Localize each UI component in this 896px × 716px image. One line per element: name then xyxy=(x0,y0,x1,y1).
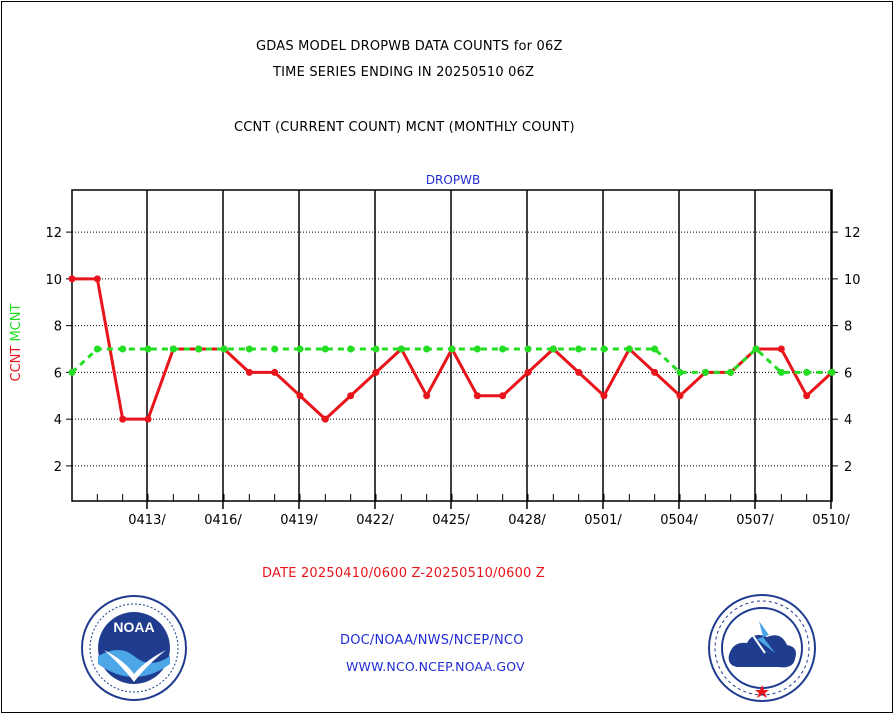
chart-title-line1: GDAS MODEL DROPWB DATA COUNTS for 06Z xyxy=(256,39,563,54)
series-point-mcnt xyxy=(195,345,203,353)
series-point-mcnt xyxy=(625,345,633,353)
series-point-mcnt xyxy=(676,368,684,376)
series-point-ccnt xyxy=(524,368,532,376)
y-tick-label-left: 10 xyxy=(45,273,62,288)
series-point-mcnt xyxy=(803,368,811,376)
x-tick-label: 0425/ xyxy=(432,513,470,528)
series-point-mcnt xyxy=(423,345,431,353)
chart-title-line2: TIME SERIES ENDING IN 20250510 06Z xyxy=(273,65,535,80)
series-point-mcnt xyxy=(448,345,456,353)
series-line-mcnt xyxy=(70,347,832,374)
y-tick-label-right: 8 xyxy=(844,320,852,335)
series-point-ccnt xyxy=(321,415,329,423)
y-tick-label-left: 4 xyxy=(54,413,62,428)
series-point-mcnt xyxy=(651,345,659,353)
x-tick-label: 0416/ xyxy=(204,513,242,528)
series-point-mcnt xyxy=(271,345,279,353)
series-point-mcnt xyxy=(499,345,507,353)
series-point-mcnt xyxy=(752,345,760,353)
y-axis-label-mcnt: MCNT xyxy=(9,304,24,346)
series-point-ccnt xyxy=(245,368,253,376)
x-tick-label: 0413/ xyxy=(128,513,166,528)
y-tick-label-right: 6 xyxy=(844,366,852,381)
series-point-ccnt xyxy=(803,392,811,400)
series-point-mcnt xyxy=(828,368,836,376)
y-tick-label-left: 2 xyxy=(54,460,62,475)
series-point-ccnt xyxy=(423,392,431,400)
plot-area-frame xyxy=(71,189,833,502)
x-tick-label: 0419/ xyxy=(280,513,318,528)
series-point-ccnt xyxy=(296,392,304,400)
series-point-mcnt xyxy=(524,345,532,353)
series-point-ccnt xyxy=(473,392,481,400)
plot-title: DROPWB xyxy=(426,173,480,187)
nws-logo xyxy=(708,594,816,702)
y-tick-label-left: 6 xyxy=(54,366,62,381)
series-point-mcnt xyxy=(397,345,405,353)
x-tick-label: 0501/ xyxy=(584,513,622,528)
y-tick-label-left: 12 xyxy=(45,226,62,241)
series-point-ccnt xyxy=(575,368,583,376)
series-point-ccnt xyxy=(93,275,101,283)
y-tick-label-right: 2 xyxy=(844,460,852,475)
series-point-mcnt xyxy=(144,345,152,353)
chart-subtitle: CCNT (CURRENT COUNT) MCNT (MONTHLY COUNT… xyxy=(234,120,575,135)
series-point-mcnt xyxy=(296,345,304,353)
series-point-ccnt xyxy=(347,392,355,400)
series-point-ccnt xyxy=(144,415,152,423)
series-point-mcnt xyxy=(245,345,253,353)
series-point-ccnt xyxy=(600,392,608,400)
noaa-logo: NOAA xyxy=(81,595,187,701)
series-point-mcnt xyxy=(321,345,329,353)
series-point-mcnt xyxy=(727,368,735,376)
y-tick-label-right: 4 xyxy=(844,413,852,428)
y-tick-label-right: 10 xyxy=(844,273,861,288)
y-axis-label-ccnt: CCNT xyxy=(9,346,24,382)
date-range-label: DATE 20250410/0600 Z-20250510/0600 Z xyxy=(262,566,545,581)
footer-doc-line: DOC/NOAA/NWS/NCEP/NCO xyxy=(340,633,524,648)
series-point-mcnt xyxy=(473,345,481,353)
series-point-mcnt xyxy=(372,345,380,353)
x-tick-label: 0504/ xyxy=(660,513,698,528)
y-axis-label: CCNT MCNT xyxy=(9,304,24,382)
series-point-ccnt xyxy=(372,368,380,376)
series-point-ccnt xyxy=(119,415,127,423)
series-point-ccnt xyxy=(271,368,279,376)
series-point-ccnt xyxy=(676,392,684,400)
y-tick-label-right: 12 xyxy=(844,226,861,241)
series-point-mcnt xyxy=(600,345,608,353)
series-point-mcnt xyxy=(575,345,583,353)
series-point-mcnt xyxy=(68,368,76,376)
series-point-mcnt xyxy=(220,345,228,353)
series-point-ccnt xyxy=(651,368,659,376)
series-point-mcnt xyxy=(169,345,177,353)
y-tick-label-left: 8 xyxy=(54,320,62,335)
series-point-ccnt xyxy=(499,392,507,400)
series-point-ccnt xyxy=(777,345,785,353)
series-point-mcnt xyxy=(93,345,101,353)
series-point-mcnt xyxy=(777,368,785,376)
footer-url-line: WWW.NCO.NCEP.NOAA.GOV xyxy=(346,659,525,674)
series-point-mcnt xyxy=(549,345,557,353)
series-point-mcnt xyxy=(701,368,709,376)
x-tick-label: 0422/ xyxy=(356,513,394,528)
series-point-mcnt xyxy=(119,345,127,353)
x-tick-label: 0428/ xyxy=(508,513,546,528)
x-tick-label: 0510/ xyxy=(812,513,850,528)
noaa-logo-text: NOAA xyxy=(113,619,154,635)
series-point-mcnt xyxy=(347,345,355,353)
x-tick-label: 0507/ xyxy=(736,513,774,528)
series-point-ccnt xyxy=(68,275,76,283)
